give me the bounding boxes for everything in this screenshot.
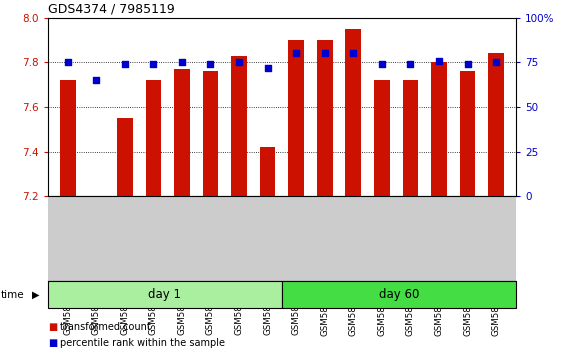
Point	[349, 51, 358, 56]
Point	[92, 78, 101, 83]
Bar	[117, 118, 132, 196]
Text: day 1: day 1	[148, 288, 181, 301]
Bar	[459, 72, 475, 196]
Point	[463, 61, 472, 67]
Bar	[174, 69, 190, 196]
Point	[234, 59, 243, 65]
Bar	[145, 80, 161, 196]
Bar	[288, 40, 304, 196]
Point	[177, 59, 186, 65]
FancyBboxPatch shape	[48, 281, 282, 308]
FancyBboxPatch shape	[282, 281, 516, 308]
Bar	[403, 80, 419, 196]
Bar	[488, 53, 504, 196]
Bar	[374, 80, 390, 196]
Text: day 60: day 60	[379, 288, 419, 301]
Point	[263, 65, 272, 70]
Bar	[231, 56, 247, 196]
Point	[149, 61, 158, 67]
Point	[206, 61, 215, 67]
Bar	[60, 80, 76, 196]
Text: percentile rank within the sample: percentile rank within the sample	[60, 338, 225, 348]
Text: time: time	[1, 290, 24, 300]
Bar	[346, 29, 361, 196]
Bar	[203, 72, 218, 196]
Bar	[260, 147, 275, 196]
Point	[435, 58, 444, 63]
Point	[406, 61, 415, 67]
Point	[292, 51, 301, 56]
Text: ■: ■	[48, 338, 57, 348]
Point	[320, 51, 329, 56]
Text: ■: ■	[48, 322, 57, 332]
Bar	[431, 62, 447, 196]
Text: ▶: ▶	[32, 290, 39, 300]
Point	[378, 61, 387, 67]
Point	[120, 61, 129, 67]
Point	[491, 59, 500, 65]
Text: transformed count: transformed count	[60, 322, 151, 332]
Text: GDS4374 / 7985119: GDS4374 / 7985119	[48, 2, 174, 15]
Point	[63, 59, 72, 65]
Bar	[317, 40, 333, 196]
